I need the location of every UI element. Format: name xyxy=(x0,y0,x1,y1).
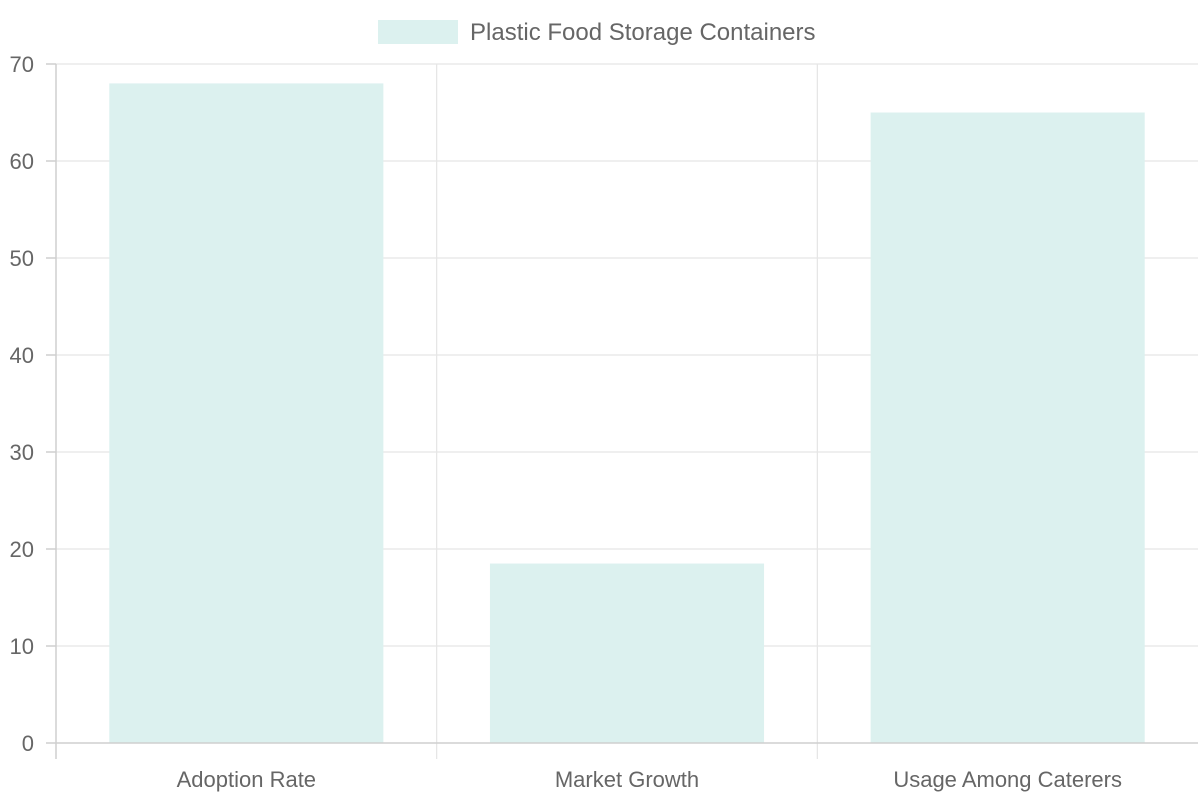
bar-usage-among-caterers[interactable] xyxy=(870,112,1145,744)
y-tick-label: 30 xyxy=(10,440,34,465)
legend[interactable]: Plastic Food Storage Containers xyxy=(378,19,816,46)
x-tick-label: Market Growth xyxy=(555,767,699,792)
bar-market-growth[interactable] xyxy=(489,563,765,743)
legend-label: Plastic Food Storage Containers xyxy=(470,19,816,46)
y-tick-label: 50 xyxy=(10,246,34,271)
bar-adoption-rate[interactable] xyxy=(109,83,384,743)
y-axis-ticks: 0 10 20 30 40 50 60 70 xyxy=(10,52,56,756)
y-tick-label: 0 xyxy=(22,731,34,756)
y-tick-label: 60 xyxy=(10,149,34,174)
x-tick-label: Adoption Rate xyxy=(177,767,316,792)
x-tick-label: Usage Among Caterers xyxy=(893,767,1122,792)
axes xyxy=(55,64,1198,759)
legend-swatch xyxy=(378,20,458,44)
bars xyxy=(109,83,1145,744)
y-tick-label: 20 xyxy=(10,537,34,562)
y-tick-label: 70 xyxy=(10,52,34,77)
y-tick-label: 40 xyxy=(10,343,34,368)
y-tick-label: 10 xyxy=(10,634,34,659)
x-axis-ticks: Adoption Rate Market Growth Usage Among Ca… xyxy=(177,767,1122,792)
